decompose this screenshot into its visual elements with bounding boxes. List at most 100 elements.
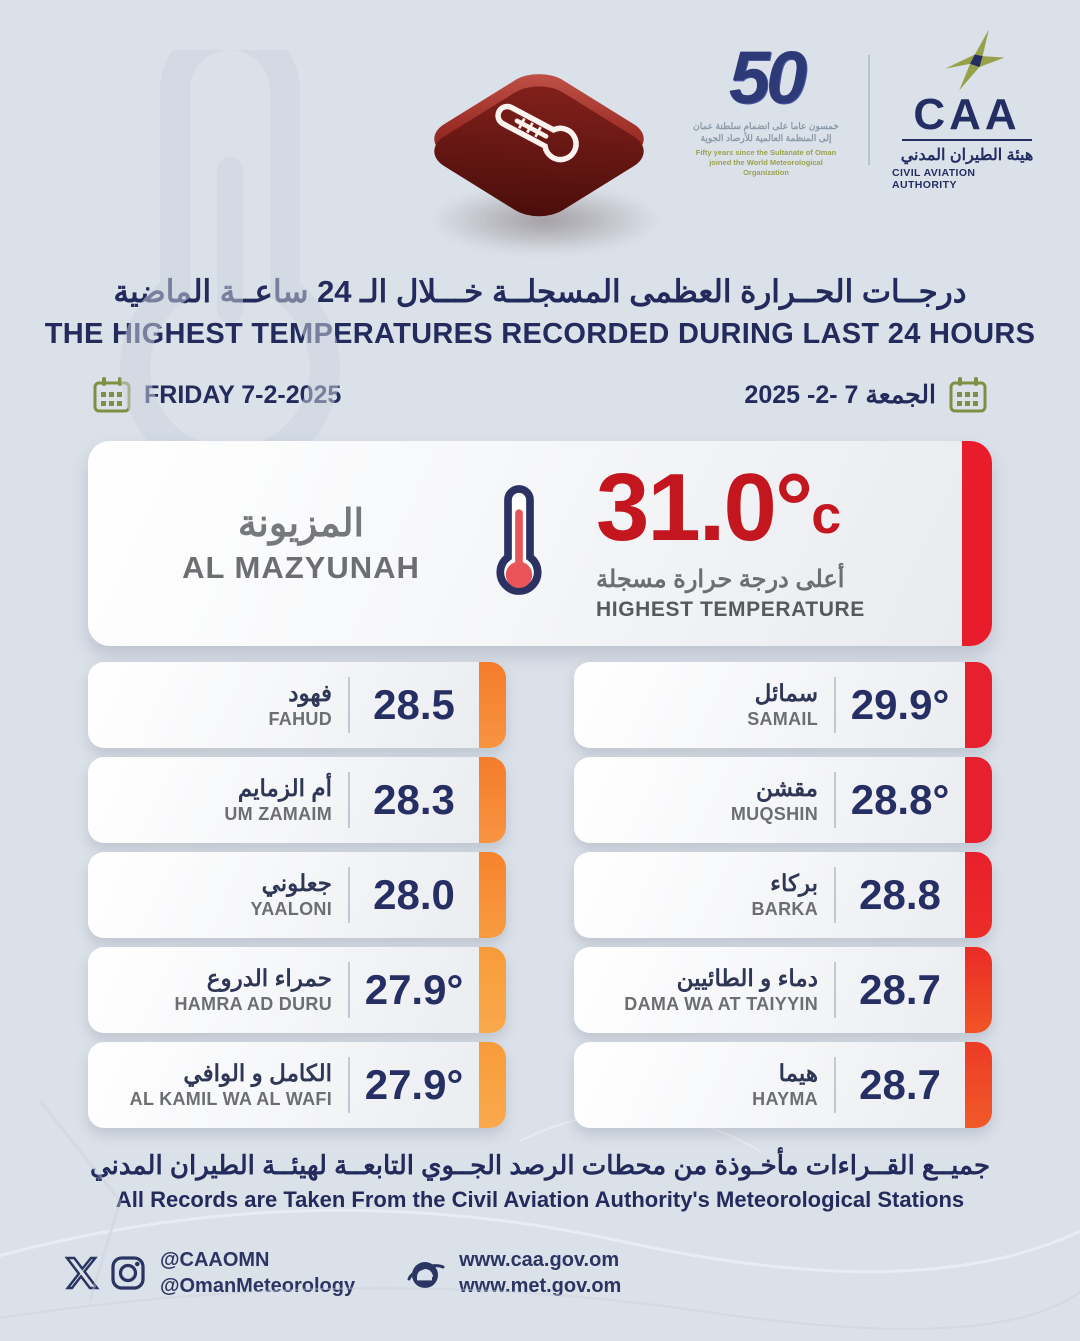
fifty-years-logo: 50 خمسون عاما على انضمام سلطنة عمان إلى … [686, 35, 846, 178]
calendar-icon [949, 377, 987, 413]
footnote: جميــع القــراءات مأخـوذة من محطات الرصد… [0, 1150, 1080, 1213]
divider [834, 1057, 836, 1113]
stations-column-left: فهود FAHUD 28.5 أم الزمايم UM ZAMAIM 28.3 جعلو… [88, 662, 506, 1128]
station-temperature: 28.7 [859, 966, 941, 1013]
caa-logo: CAA هيئة الطيران المدني CIVIL AVIATION A… [892, 28, 1042, 191]
station-card: الكامل و الوافي AL KAMIL WA AL WAFI 27.9° [88, 1042, 506, 1128]
station-name-block: أم الزمايم UM ZAMAIM [88, 775, 348, 825]
station-name-block: حمراء الدروع HAMRA AD DURU [88, 965, 348, 1015]
station-name-english: FAHUD [268, 709, 332, 729]
station-name-block: بركاء BARKA [574, 870, 834, 920]
temperature-accent-bar [479, 852, 506, 938]
station-card: بركاء BARKA 28.8 [574, 852, 992, 938]
browser-e-icon [407, 1262, 445, 1288]
station-card: سمائل SAMAIL 29.9° [574, 662, 992, 748]
website: www.caa.gov.om [459, 1249, 620, 1271]
station-card: أم الزمايم UM ZAMAIM 28.3 [88, 757, 506, 843]
station-name-english: SAMAIL [747, 709, 818, 729]
station-name-arabic: مقشن [756, 775, 818, 801]
station-name-english: HAMRA AD DURU [174, 994, 332, 1014]
station-name-arabic: أم الزمايم [237, 775, 332, 801]
social-handles-group: @CAAOMN @OmanMeteorology [62, 1247, 355, 1299]
thermometer-icon [496, 484, 542, 595]
divider [834, 962, 836, 1018]
divider [348, 772, 350, 828]
fifty-years-tagline-english: Fifty years since the Sultanate of Oman … [695, 147, 837, 177]
divider [834, 772, 836, 828]
divider [834, 677, 836, 733]
temperature-accent-bar [965, 662, 992, 748]
tile-thermometer-icon [457, 51, 619, 213]
temperature-accent-bar [965, 852, 992, 938]
highlight-temperature: 31.0 ° c [596, 453, 842, 561]
instagram-icon [111, 1256, 145, 1290]
date-arabic: الجمعة 7 -2- 2025 [744, 381, 936, 409]
station-temperature: 27.9° [364, 966, 464, 1013]
x-twitter-icon [64, 1256, 100, 1290]
date-english-block: FRIDAY 7-2-2025 [92, 375, 341, 415]
social-row: @CAAOMN @OmanMeteorology www.caa.gov.om … [0, 1247, 1080, 1299]
station-name-english: HAYMA [752, 1089, 818, 1109]
station-card: مقشن MUQSHIN 28.8° [574, 757, 992, 843]
highlight-name-english: AL MAZYUNAH [182, 550, 420, 585]
station-card: حمراء الدروع HAMRA AD DURU 27.9° [88, 947, 506, 1033]
station-name-block: دماء و الطائيين DAMA WA AT TAIYYIN [574, 965, 834, 1015]
station-name-arabic: جعلوني [261, 870, 332, 896]
station-name-arabic: هيما [778, 1060, 818, 1086]
header: 50 خمسون عاما على انضمام سلطنة عمان إلى … [0, 0, 1080, 272]
website: www.met.gov.om [459, 1275, 622, 1297]
station-name-arabic: فهود [288, 680, 332, 706]
temperature-accent-bar [479, 1042, 506, 1128]
date-arabic-block: الجمعة 7 -2- 2025 [744, 375, 988, 415]
station-temperature: 28.5 [373, 681, 455, 728]
station-temperature: 27.9° [364, 1061, 464, 1108]
highlight-label-english: HIGHEST TEMPERATURE [596, 598, 865, 622]
fifty-years-number: 50 [728, 35, 807, 119]
station-name-block: مقشن MUQSHIN [574, 775, 834, 825]
station-name-arabic: دماء و الطائيين [676, 965, 818, 991]
date-english: FRIDAY 7-2-2025 [144, 380, 342, 409]
station-name-block: الكامل و الوافي AL KAMIL WA AL WAFI [88, 1060, 348, 1110]
highest-temperature-card: المزيونة AL MAZYUNAH 31.0 ° c أعلى درجة حر… [88, 441, 992, 646]
highlight-accent-bar [962, 441, 992, 646]
temperature-accent-bar [965, 947, 992, 1033]
logo-group: 50 خمسون عاما على انضمام سلطنة عمان إلى … [686, 28, 1042, 191]
fifty-years-tagline-arabic: خمسون عاما على انضمام سلطنة عمان إلى الم… [693, 120, 839, 143]
station-temperature: 28.8° [850, 776, 950, 823]
station-name-english: AL KAMIL WA AL WAFI [129, 1089, 332, 1109]
caa-rule [902, 139, 1032, 141]
calendar-icon [93, 377, 131, 413]
station-name-english: BARKA [751, 899, 818, 919]
station-name-arabic: حمراء الدروع [206, 965, 332, 991]
websites-group: www.caa.gov.om www.met.gov.om [403, 1247, 621, 1299]
divider [348, 867, 350, 923]
station-name-english: UM ZAMAIM [224, 804, 332, 824]
handle: @OmanMeteorology [160, 1275, 356, 1297]
station-card: هيما HAYMA 28.7 [574, 1042, 992, 1128]
station-temperature: 28.7 [859, 1061, 941, 1108]
station-name-block: جعلوني YAALONI [88, 870, 348, 920]
station-name-arabic: الكامل و الوافي [183, 1060, 332, 1086]
title-english: THE HIGHEST TEMPERATURES RECORDED DURING… [44, 318, 1036, 350]
highlight-name-block: المزيونة AL MAZYUNAH [136, 501, 466, 586]
footnote-english: All Records are Taken From the Civil Avi… [115, 1187, 965, 1212]
highlight-name-arabic: المزيونة [237, 503, 365, 545]
caa-acronym: CAA [913, 90, 1021, 139]
station-temperature: 29.9° [850, 681, 950, 728]
station-name-block: هيما HAYMA [574, 1060, 834, 1110]
station-card: جعلوني YAALONI 28.0 [88, 852, 506, 938]
websites: www.caa.gov.om www.met.gov.om [459, 1247, 621, 1299]
station-name-english: YAALONI [250, 899, 332, 919]
temperature-accent-bar [965, 757, 992, 843]
temperature-accent-bar [479, 947, 506, 1033]
temperature-accent-bar [965, 1042, 992, 1128]
caa-name-english: CIVIL AVIATION AUTHORITY [892, 167, 976, 191]
highlight-label-arabic: أعلى درجة حرارة مسجلة [596, 566, 845, 594]
handle: @CAAOMN [160, 1249, 270, 1271]
station-card: فهود FAHUD 28.5 [88, 662, 506, 748]
station-temperature: 28.8 [859, 871, 941, 918]
station-name-english: DAMA WA AT TAIYYIN [624, 994, 818, 1014]
logo-divider [868, 54, 870, 165]
stations-column-right: سمائل SAMAIL 29.9° مقشن MUQSHIN 28.8° بركاء BAR… [574, 662, 992, 1128]
